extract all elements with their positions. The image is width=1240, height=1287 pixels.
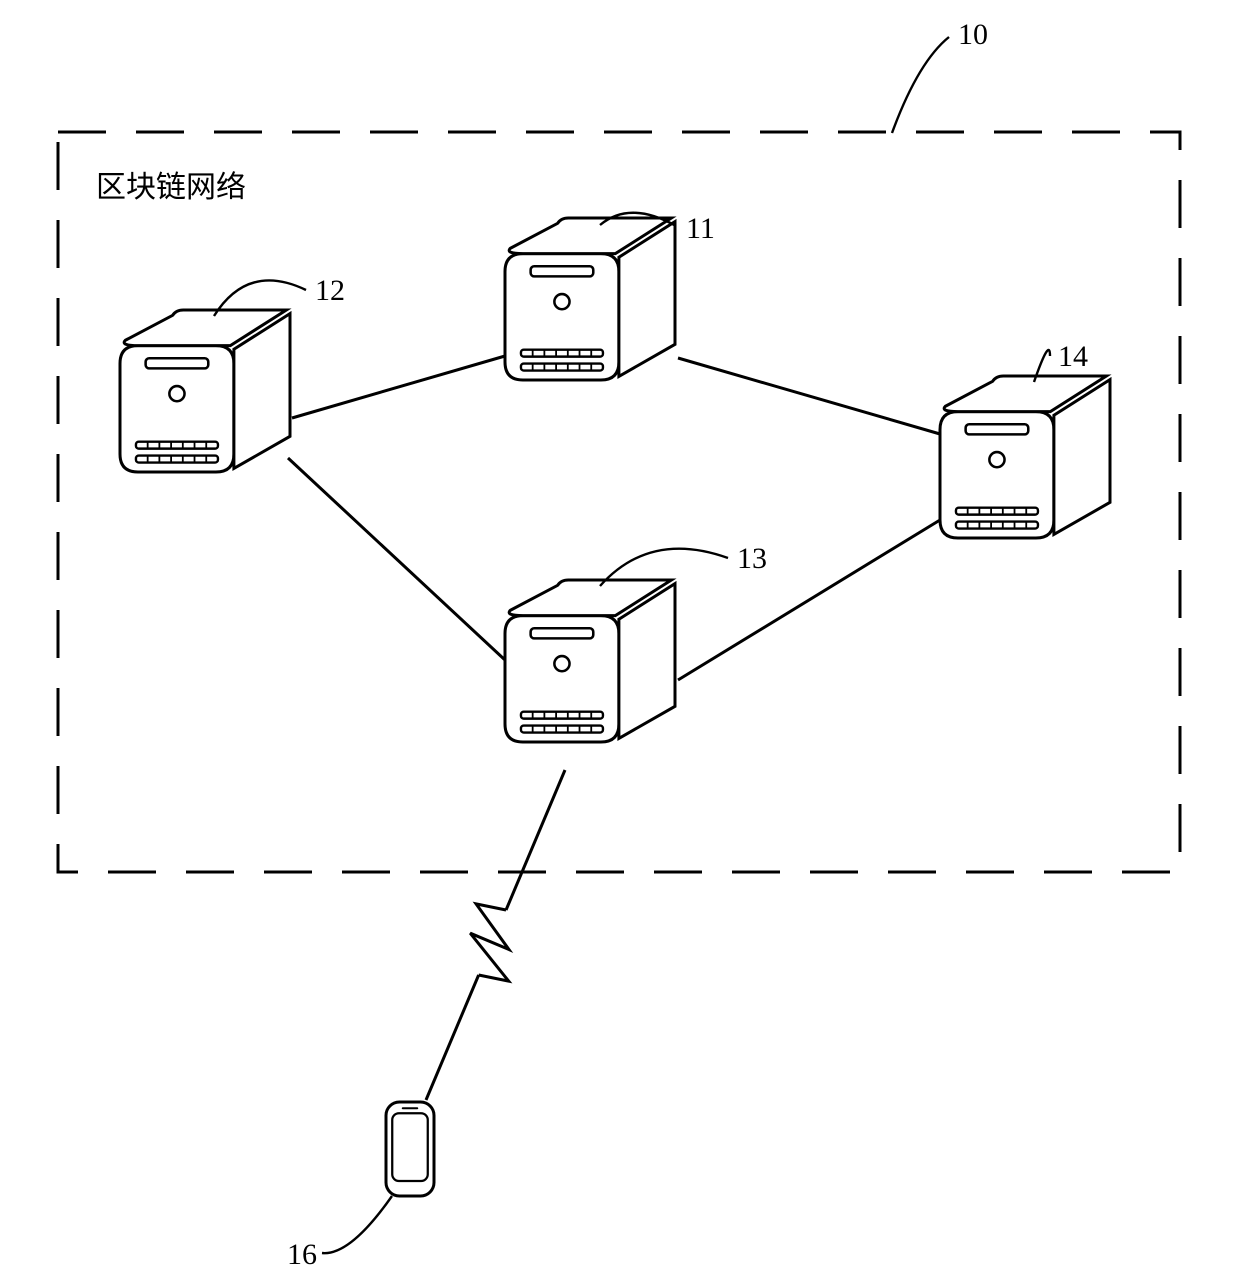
ref-label-12: 12 xyxy=(315,274,345,308)
server-12-icon xyxy=(120,310,290,472)
edge-server_13_right-server_14_bottom xyxy=(678,520,940,680)
phone-icon xyxy=(386,1102,434,1196)
callout-ref_10 xyxy=(892,37,949,133)
server-13-icon xyxy=(505,580,675,742)
edge-server_11_right-server_14_left xyxy=(678,358,940,434)
ref-label-10: 10 xyxy=(958,18,988,52)
server-11-icon xyxy=(505,218,675,380)
ref-label-14: 14 xyxy=(1058,340,1088,374)
diagram-canvas: 区块链网络 10 11 12 14 13 16 xyxy=(0,0,1240,1287)
ref-label-11: 11 xyxy=(686,212,715,246)
edge-server_12_right-server_11_left xyxy=(292,356,505,418)
wireless-link-icon xyxy=(426,770,565,1100)
network-title-label: 区块链网络 xyxy=(96,162,246,206)
callout-ref_16 xyxy=(322,1196,392,1253)
ref-label-16: 16 xyxy=(287,1238,317,1272)
edge-server_12_bottomright-server_13_left xyxy=(288,458,505,660)
server-14-icon xyxy=(940,376,1110,538)
ref-label-13: 13 xyxy=(737,542,767,576)
